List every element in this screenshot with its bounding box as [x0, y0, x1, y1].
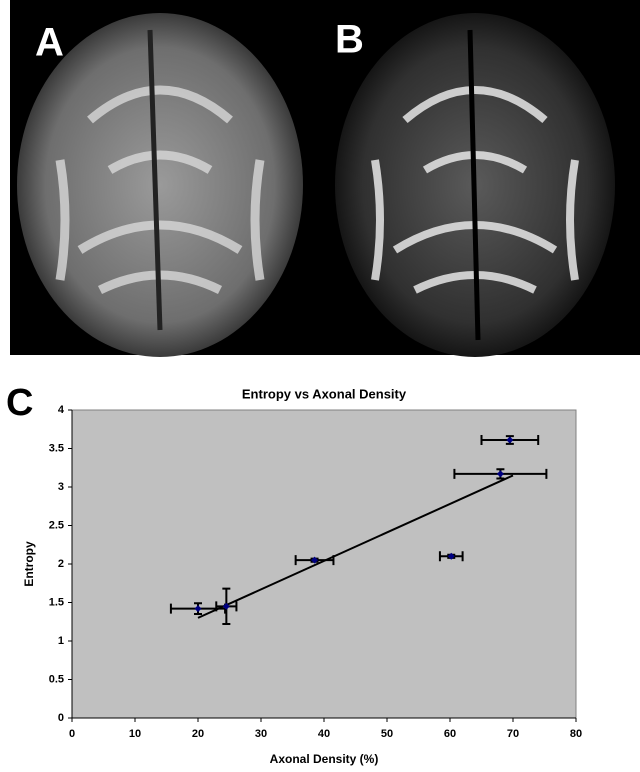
plot-area: [72, 410, 576, 718]
chart-title: Entropy vs Axonal Density: [242, 386, 407, 401]
x-axis-label: Axonal Density (%): [270, 752, 379, 766]
figure: A B C Entropy vs Axonal Density Axonal D…: [0, 0, 640, 772]
panel-label: B: [335, 18, 364, 62]
y-tick-label: 3: [58, 481, 64, 493]
x-tick-label: 70: [507, 728, 519, 740]
y-axis-label: Entropy: [22, 541, 36, 587]
y-tick-label: 3.5: [49, 442, 64, 454]
x-tick-label: 0: [69, 728, 75, 740]
x-tick-label: 80: [570, 728, 582, 740]
x-tick-label: 30: [255, 728, 267, 740]
brain-image-b: [335, 13, 615, 357]
page: {"panels": {"a": "A", "b": "B", "c": "C"…: [0, 0, 640, 772]
x-tick-label: 20: [192, 728, 204, 740]
panel-label: A: [35, 21, 64, 65]
x-tick-label: 40: [318, 728, 330, 740]
brain-image-a: [17, 13, 303, 357]
y-tick-label: 0: [58, 712, 64, 724]
y-tick-label: 1.5: [49, 596, 64, 608]
x-tick-label: 50: [381, 728, 393, 740]
y-tick-label: 2.5: [49, 519, 64, 531]
x-tick-label: 60: [444, 728, 456, 740]
y-tick-label: 0.5: [49, 673, 64, 685]
x-tick-label: 10: [129, 728, 141, 740]
y-tick-label: 4: [58, 404, 65, 416]
y-tick-label: 1: [58, 635, 64, 647]
y-tick-label: 2: [58, 558, 64, 570]
panel-label: C: [6, 382, 33, 424]
